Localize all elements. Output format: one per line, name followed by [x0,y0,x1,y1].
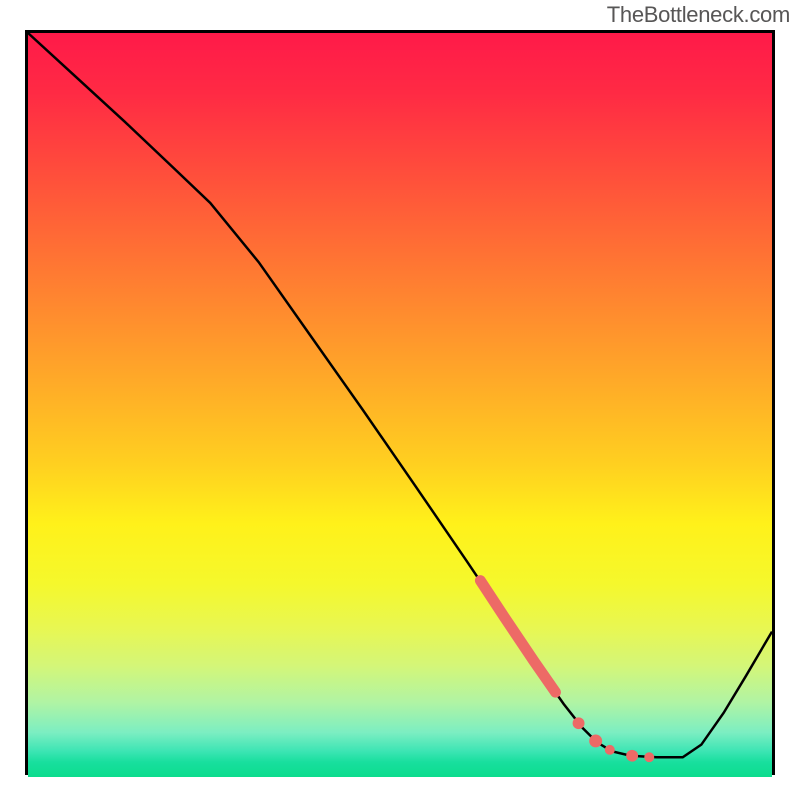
chart-frame [25,30,775,775]
main-curve [28,33,772,757]
chart-overlay [28,33,772,772]
highlight-dot [644,752,654,762]
highlight-dot [589,735,602,748]
highlight-dot [626,750,638,762]
watermark-text: TheBottleneck.com [607,2,790,28]
highlight-segment [480,581,555,693]
highlight-dot [573,717,585,729]
highlight-dot [605,745,615,755]
